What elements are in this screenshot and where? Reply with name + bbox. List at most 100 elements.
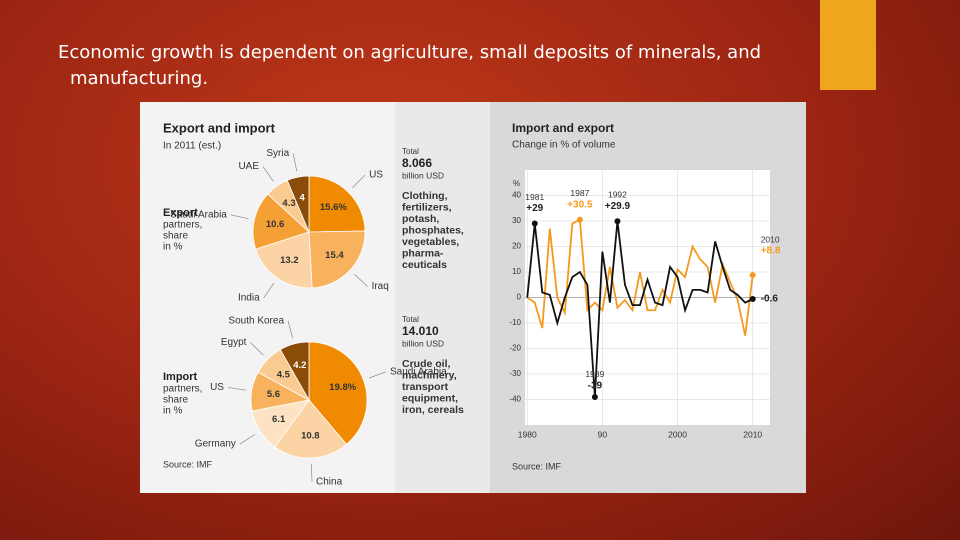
pie-title: Import (163, 371, 198, 383)
y-tick-label: 10 (512, 267, 521, 276)
y-tick-label: -40 (509, 395, 521, 404)
line-series (526, 218, 754, 336)
category-label: UAE (238, 161, 259, 172)
slice-label: 4 (299, 192, 305, 203)
category-label: China (316, 477, 343, 488)
annotation-value: +29.9 (605, 201, 631, 212)
leader-line (227, 387, 246, 391)
category-label: Saudi Arabia (390, 366, 447, 377)
slide-text: Economic growth is dependent on agricult… (58, 42, 762, 89)
chart-source: Source: IMF (512, 461, 562, 471)
annotation-year: 1989 (585, 369, 604, 379)
panel-middle (395, 102, 490, 493)
leader-line (239, 434, 256, 445)
annotation-value: -0.6 (761, 294, 779, 305)
goods-text: phosphates, (402, 224, 464, 236)
total-unit: billion USD (402, 338, 444, 348)
slice-label: 15.4 (325, 250, 344, 261)
x-tick-label: 2010 (743, 429, 762, 439)
slice-label: 10.6 (266, 219, 285, 230)
leader-line (352, 174, 366, 189)
y-tick-label: -10 (509, 318, 521, 327)
leader-line (354, 273, 368, 287)
category-label: US (369, 170, 383, 181)
goods-text: iron, cereals (402, 404, 464, 416)
accent-bar (820, 0, 876, 90)
leader-line (368, 371, 387, 379)
category-label: Saudi Arabia (170, 209, 227, 220)
pie-slice (279, 341, 310, 402)
leader-line (287, 320, 293, 339)
y-tick-label: 40 (512, 191, 521, 200)
category-label: Syria (266, 148, 289, 159)
annotation-value: +8.8 (761, 246, 781, 257)
annotation-year: 1987 (570, 188, 589, 198)
annotation-dot (591, 393, 598, 400)
chart-title: Import and export (512, 121, 614, 135)
pie-slice (252, 193, 310, 250)
goods-text: Clothing, (402, 190, 448, 202)
annotation-dot (749, 296, 756, 303)
goods-text: pharma- (402, 247, 444, 259)
annotation-dot (531, 220, 538, 227)
category-label: US (210, 382, 224, 393)
annotation-dot (749, 272, 756, 279)
slice-label: 5.6 (267, 389, 280, 400)
y-tick-label: 0 (517, 293, 522, 302)
category-label: Egypt (221, 337, 247, 348)
pie-subtitle: in % (163, 406, 183, 417)
y-tick-label: -20 (509, 344, 521, 353)
goods-text: equipment, (402, 392, 458, 404)
total-unit: billion USD (402, 170, 444, 180)
leader-line (292, 153, 298, 172)
goods-text: fertilizers, (402, 201, 452, 213)
slice-label: 19.8% (329, 382, 356, 393)
annotation-value: +29 (526, 203, 543, 214)
goods-text: machinery, (402, 369, 457, 381)
annotation-year: 1992 (608, 190, 627, 200)
annotation-year: 2010 (761, 234, 780, 244)
slice-label: 13.2 (280, 255, 299, 266)
chart-subtitle: Change in % of volume (512, 140, 616, 151)
slice-label: 4.3 (282, 198, 295, 209)
pie-subtitle: share (163, 395, 188, 406)
leader-line (263, 282, 275, 299)
title: Export and import (163, 120, 276, 135)
pie-slice (308, 341, 368, 445)
goods-text: transport (402, 381, 449, 393)
slice-label: 10.8 (301, 430, 320, 441)
pie-subtitle: in % (163, 242, 183, 253)
pie-subtitle: partners, (163, 384, 202, 395)
pie-slice (308, 175, 366, 233)
pie-subtitle: share (163, 231, 188, 242)
goods-text: vegetables, (402, 236, 459, 248)
y-tick-label: 20 (512, 242, 521, 251)
line-series (526, 221, 754, 398)
category-label: South Korea (228, 315, 284, 326)
x-tick-label: 2000 (668, 429, 687, 439)
total-label: Total (402, 147, 419, 156)
pie-slice (308, 230, 366, 289)
leader-line (250, 342, 264, 356)
pie-title: Export (163, 207, 198, 219)
subtitle: In 2011 (est.) (163, 141, 221, 152)
category-label: Germany (195, 439, 236, 450)
category-label: India (238, 293, 260, 304)
annotation-dot (614, 218, 621, 225)
annotation-value: -39 (588, 381, 603, 392)
pie-slice (274, 399, 348, 459)
total-label: Total (402, 315, 419, 324)
y-axis-label: % (513, 179, 520, 188)
goods-text: Crude oil, (402, 358, 451, 370)
pie-subtitle: partners, (163, 220, 202, 231)
leader-line (230, 214, 249, 220)
source: Source: IMF (163, 459, 213, 469)
x-tick-label: 1980 (518, 429, 537, 439)
goods-text: ceuticals (402, 259, 447, 271)
total-value: 8.066 (402, 156, 432, 170)
slice-label: 4.2 (293, 360, 306, 371)
leader-line (311, 463, 313, 482)
pie-slice (286, 175, 310, 233)
y-tick-label: -30 (509, 369, 521, 378)
